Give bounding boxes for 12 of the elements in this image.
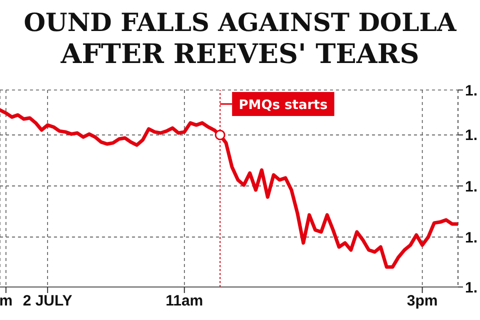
annotation: PMQs starts xyxy=(238,98,328,113)
text: 1. xyxy=(465,229,478,246)
text: 1. xyxy=(465,127,478,144)
text: 1. xyxy=(465,82,478,100)
x-tick-label: m xyxy=(0,292,13,310)
chart-title: OUND FALLS AGAINST DOLLA xyxy=(22,7,458,39)
x-tick-label: 11am xyxy=(166,292,204,310)
chart-subtitle: AFTER REEVES' TEARS xyxy=(60,38,420,72)
text: 1. xyxy=(465,279,478,296)
x-tick-label: 2 JULY xyxy=(22,292,72,310)
text: 1. xyxy=(465,178,478,196)
x-tick-label: 3pm xyxy=(406,292,438,310)
